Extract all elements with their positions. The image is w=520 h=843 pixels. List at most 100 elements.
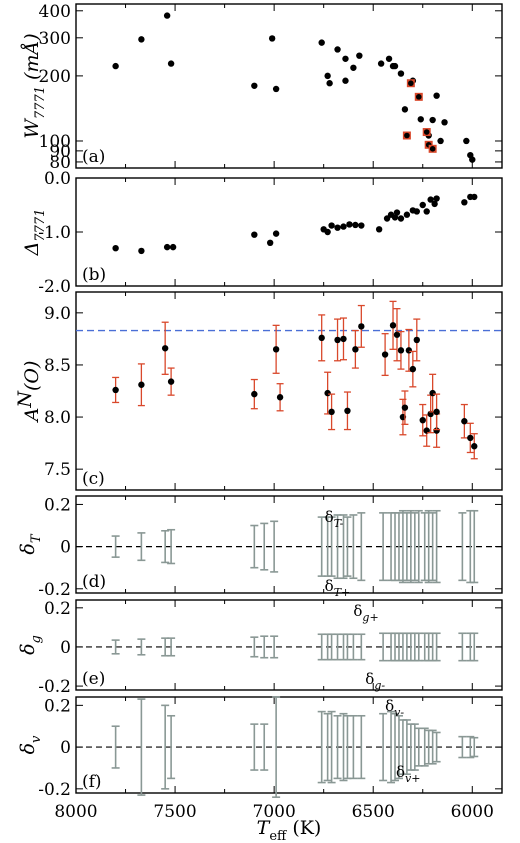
y-axis-label: δT: [17, 533, 44, 554]
plot-frame: [75, 291, 503, 491]
data-point: [163, 243, 171, 251]
annotation-main: δ: [396, 763, 405, 781]
data-point: [167, 378, 175, 385]
data-point: [431, 200, 438, 208]
data-point: [467, 434, 474, 442]
data-point: [419, 416, 426, 424]
annotation-upper: δv-: [385, 697, 404, 719]
panel-label: (c): [82, 469, 105, 489]
x-tick-label: 7000: [253, 802, 296, 822]
y-tick-label: 300: [39, 29, 71, 49]
y-axis-label: Δ7771: [21, 209, 48, 257]
y-axis-label-sub: 7771: [33, 209, 48, 242]
data-point: [334, 46, 341, 53]
panel-label: (e): [82, 669, 105, 689]
y-axis-label-main: δ: [17, 643, 39, 654]
data-point: [251, 231, 258, 238]
data-point: [433, 195, 440, 202]
annotation-lower: δg-: [365, 670, 385, 692]
y-tick-label: 8.5: [44, 356, 71, 376]
annotation-main: δ: [353, 602, 362, 620]
data-point: [266, 239, 274, 246]
data-point: [324, 72, 331, 80]
annotation-lower: δv+: [396, 763, 420, 785]
panel-c: 7.5 8.0 8.5 9.0 AN(O) (c): [14, 291, 503, 491]
y-axis-label-sub: g: [29, 635, 44, 643]
data-point: [334, 336, 341, 344]
highlighted-point: [423, 129, 430, 135]
data-point: [318, 334, 325, 342]
annotation-sub: g+: [362, 611, 378, 624]
y-tick-label: 0: [60, 638, 71, 658]
panel-label: (b): [82, 265, 106, 285]
y-tick-label: -0.2: [38, 677, 71, 697]
data-point: [391, 214, 399, 221]
panel-label: (d): [82, 572, 106, 592]
data-point: [377, 60, 385, 67]
y-tick-label: 9.0: [44, 304, 71, 324]
data-point: [340, 335, 347, 343]
data-point: [352, 221, 359, 229]
data-point: [413, 208, 420, 215]
x-tick-label: 6000: [451, 802, 494, 822]
data-point: [138, 247, 145, 255]
annotation-sub: v-: [394, 706, 404, 719]
y-tick-label: -0.2: [38, 780, 71, 800]
plot-frame: [75, 177, 503, 287]
data-point: [251, 390, 258, 398]
data-point: [334, 224, 341, 231]
y-tick-label: 0.2: [44, 599, 71, 619]
data-point: [383, 215, 391, 222]
data-point: [268, 35, 276, 42]
data-point: [441, 119, 448, 126]
plot-frame: [75, 599, 503, 691]
data-point: [344, 407, 351, 414]
data-point: [358, 323, 365, 330]
y-axis-label: W7771 (mÅ): [21, 33, 48, 138]
panel-d: -0.200.2δT(d)δT-δT+: [17, 495, 503, 600]
annotation-main: δ: [325, 577, 334, 595]
data-point: [393, 331, 401, 338]
highlighted-point: [408, 80, 414, 87]
data-point: [326, 80, 333, 87]
x-tick-label: 7500: [153, 802, 196, 822]
data-point: [417, 116, 424, 123]
data-point: [356, 52, 363, 59]
y-tick-label: 100: [39, 132, 71, 152]
panel-label: (a): [82, 147, 105, 167]
y-axis-label-main: δ: [17, 543, 39, 554]
data-point: [161, 345, 169, 352]
y-tick-label: 0.2: [44, 696, 71, 716]
data-point: [429, 116, 436, 124]
annotation-lower: δT+: [325, 577, 351, 599]
y-tick-label: 400: [39, 2, 71, 22]
annotation-sub: g-: [374, 679, 385, 692]
data-point: [461, 199, 468, 206]
annotation-main: δ: [385, 697, 394, 715]
data-point: [375, 226, 383, 233]
data-point: [350, 64, 357, 71]
panel-f: -0.200.2δv(f)δv-δv+8000 7500 7000 6500 6000: [17, 696, 503, 822]
annotation-upper: δT-: [325, 508, 344, 530]
data-point: [340, 223, 347, 230]
data-point: [272, 230, 280, 237]
data-point: [461, 418, 468, 425]
data-point: [391, 62, 399, 70]
data-point: [389, 322, 397, 329]
data-point: [397, 347, 405, 354]
data-point: [429, 389, 436, 397]
y-tick-label: 7.5: [44, 460, 71, 480]
data-point: [358, 222, 365, 229]
data-point: [381, 351, 389, 358]
y-tick-label: 0.2: [44, 495, 71, 515]
x-axis-label-main: T: [257, 817, 271, 839]
data-point: [393, 209, 401, 216]
data-point: [272, 85, 280, 93]
data-point: [433, 408, 440, 416]
data-point: [251, 82, 258, 89]
data-point: [409, 365, 417, 373]
data-point: [419, 201, 426, 209]
plot-frame: [75, 3, 503, 169]
